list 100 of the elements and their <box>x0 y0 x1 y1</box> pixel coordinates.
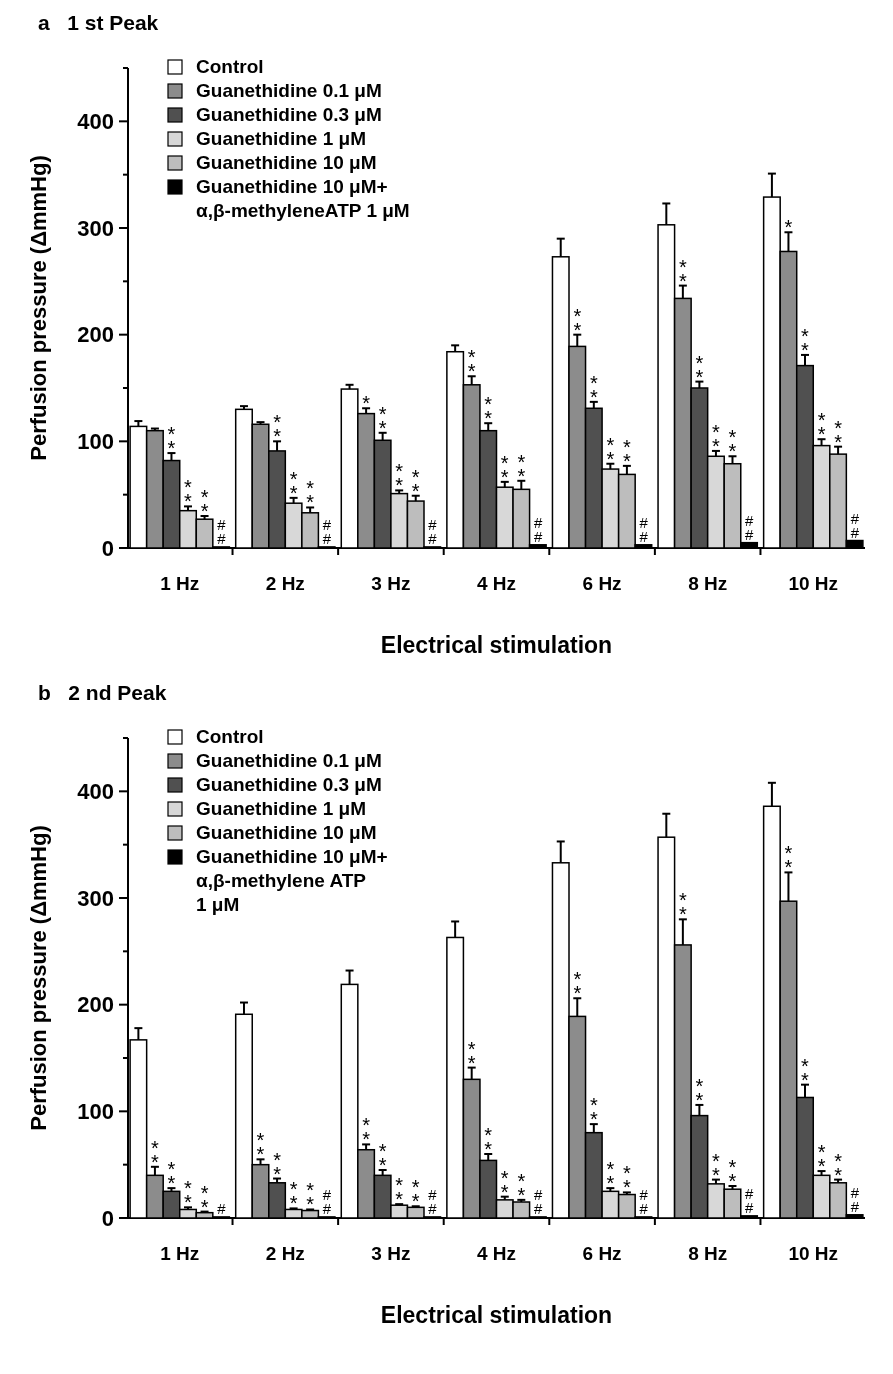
data-label: ** <box>712 1149 721 1186</box>
data-label: ** <box>678 889 687 926</box>
data-label: ** <box>151 1136 160 1173</box>
data-label: ** <box>395 460 404 497</box>
data-label: ** <box>817 1141 826 1178</box>
legend-label: Guanethidine 0.1 μM <box>196 80 382 101</box>
data-label: * * <box>834 1149 843 1186</box>
data-label: ** <box>728 426 737 463</box>
data-label: * * <box>678 255 687 292</box>
data-label: ## <box>322 515 332 547</box>
data-label: ** <box>378 1140 387 1176</box>
data-label: ** <box>728 1156 737 1192</box>
data-label: ** <box>517 1169 526 1206</box>
legend-label: Control <box>196 726 264 747</box>
data-label: ** <box>801 1054 810 1091</box>
data-label: ** <box>517 450 526 487</box>
legend-label: Control <box>196 56 264 77</box>
data-label: ** <box>395 1174 404 1211</box>
x-tick-label: 1 Hz <box>160 573 200 594</box>
x-tick-label: 8 Hz <box>688 1243 728 1264</box>
data-label: # # <box>639 1185 649 1217</box>
data-label: ** <box>623 1162 631 1199</box>
legend-label: Guanethidine 10 μM+ α,β-methylene ATP 1 μM <box>196 846 388 915</box>
data-label: # # <box>850 1183 860 1215</box>
data-label: ** <box>817 409 826 446</box>
data-label: ** <box>306 1179 315 1216</box>
data-label: ** <box>167 423 176 460</box>
data-label: ** <box>834 416 843 453</box>
data-label: ** <box>273 1148 282 1185</box>
data-label: ** <box>606 1158 615 1195</box>
data-label: ** <box>200 486 209 522</box>
data-label: * <box>784 216 793 239</box>
data-label: ** <box>289 1178 298 1215</box>
data-label: ** <box>289 467 298 504</box>
data-label: ** <box>784 842 793 879</box>
data-label: ** <box>256 1129 265 1166</box>
x-tick-label: 4 Hz <box>476 573 517 594</box>
y-tick-label: 200 <box>77 992 114 1018</box>
x-tick-label: 2 Hz <box>265 573 305 594</box>
data-label: ## <box>533 513 543 545</box>
data-label: * <box>362 392 371 415</box>
y-tick-label: 400 <box>77 779 114 805</box>
data-label: ** <box>362 1114 371 1151</box>
data-label: ** <box>695 1074 704 1111</box>
x-tick-label: 8 Hz <box>688 573 728 594</box>
legend-label: Guanethidine 10 μM <box>196 152 377 173</box>
x-tick-label: 6 Hz <box>582 1243 622 1264</box>
data-label: ## <box>850 509 860 541</box>
data-label: # # <box>322 1185 332 1217</box>
legend-label: Guanethidine 0.1 μM <box>196 750 382 771</box>
data-label: ## <box>639 513 649 545</box>
data-label: ** <box>411 1176 420 1213</box>
y-tick-label: 0 <box>101 535 114 561</box>
x-tick-label: 6 Hz <box>582 573 622 594</box>
data-label: ** <box>500 1166 509 1203</box>
data-label: ** <box>306 477 315 514</box>
data-label: ** <box>184 476 193 513</box>
y-tick-label: 300 <box>77 885 114 911</box>
data-label: ** <box>184 1177 193 1214</box>
data-label: ** <box>500 451 509 488</box>
x-tick-label: 10 Hz <box>788 1243 839 1264</box>
data-label: ** <box>167 1158 176 1195</box>
x-axis-title: Electrical stimulation <box>380 1302 613 1328</box>
data-label: ** <box>484 393 493 430</box>
legend-label: Guanethidine 1 μM <box>196 128 366 149</box>
data-label: # # <box>744 1184 754 1216</box>
x-tick-label: 2 Hz <box>265 1243 305 1264</box>
y-tick-label: 0 <box>101 1205 114 1231</box>
x-tick-label: 4 Hz <box>476 1243 517 1264</box>
x-tick-label: 1 Hz <box>160 1243 200 1264</box>
data-label: ** <box>801 324 810 361</box>
data-label: ** <box>378 402 387 439</box>
y-tick-label: 100 <box>77 429 114 455</box>
data-label: ** <box>589 371 598 408</box>
y-tick-label: 200 <box>77 322 114 348</box>
data-label: ## <box>216 515 226 547</box>
chart-title: b 2 nd Peak <box>38 681 167 704</box>
data-label: ## <box>744 511 754 543</box>
data-label: ** <box>484 1124 493 1160</box>
chart-title: a 1 st Peak <box>38 11 159 34</box>
y-axis-title: Perfusion pressure (ΔmmHg) <box>26 155 51 461</box>
data-label: ## <box>428 515 438 547</box>
data-label: ** <box>411 465 420 502</box>
data-label: ** <box>573 968 582 1005</box>
x-tick-label: 3 Hz <box>371 1243 411 1264</box>
data-label: ** <box>695 351 704 388</box>
data-label: ** <box>589 1094 598 1131</box>
y-tick-label: 300 <box>77 215 114 241</box>
data-label: ** <box>467 1037 476 1074</box>
data-label: # # <box>533 1185 543 1217</box>
x-tick-label: 10 Hz <box>788 573 839 594</box>
data-label: ** <box>623 435 631 472</box>
y-tick-label: 100 <box>77 1099 114 1125</box>
legend-label: Guanethidine 1 μM <box>196 798 366 819</box>
data-label: ** <box>606 433 615 470</box>
y-axis-title: Perfusion pressure (ΔmmHg) <box>26 825 51 1131</box>
legend-label: Guanethidine 10 μM+ α,β-methyleneATP 1 μM <box>196 176 410 221</box>
y-tick-label: 400 <box>77 109 114 135</box>
legend-label: Guanethidine 0.3 μM <box>196 104 382 125</box>
x-tick-label: 3 Hz <box>371 573 411 594</box>
